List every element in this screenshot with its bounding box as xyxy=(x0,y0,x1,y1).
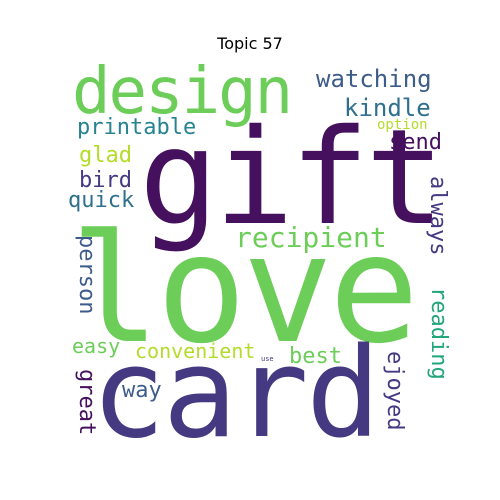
word-option: option xyxy=(377,117,428,133)
word-ejoyed: ejoyed xyxy=(382,351,407,431)
word-reading: reading xyxy=(426,287,451,380)
word-love: love xyxy=(70,203,419,377)
word-watching: watching xyxy=(316,65,432,93)
word-recipient: recipient xyxy=(235,221,387,254)
word-always: always xyxy=(425,176,450,256)
word-quick: quick xyxy=(68,188,135,213)
word-send: send xyxy=(389,130,442,155)
word-use: use xyxy=(261,355,274,363)
word-glad: glad xyxy=(79,143,132,168)
word-easy: easy xyxy=(72,334,121,358)
word-kindle: kindle xyxy=(344,94,431,122)
word-design: design xyxy=(72,55,293,129)
word-way: way xyxy=(122,378,162,403)
word-printable: printable xyxy=(77,115,197,140)
word-person: person xyxy=(74,235,99,315)
word-cloud: gift love card design recipient watching… xyxy=(65,55,451,456)
word-gift: gift xyxy=(139,101,445,255)
figure-title: Topic 57 xyxy=(217,34,283,53)
word-convenient: convenient xyxy=(135,339,256,363)
word-card: card xyxy=(91,322,381,466)
word-best: best xyxy=(289,344,342,369)
word-bird: bird xyxy=(79,168,132,193)
word-great: great xyxy=(74,369,99,436)
